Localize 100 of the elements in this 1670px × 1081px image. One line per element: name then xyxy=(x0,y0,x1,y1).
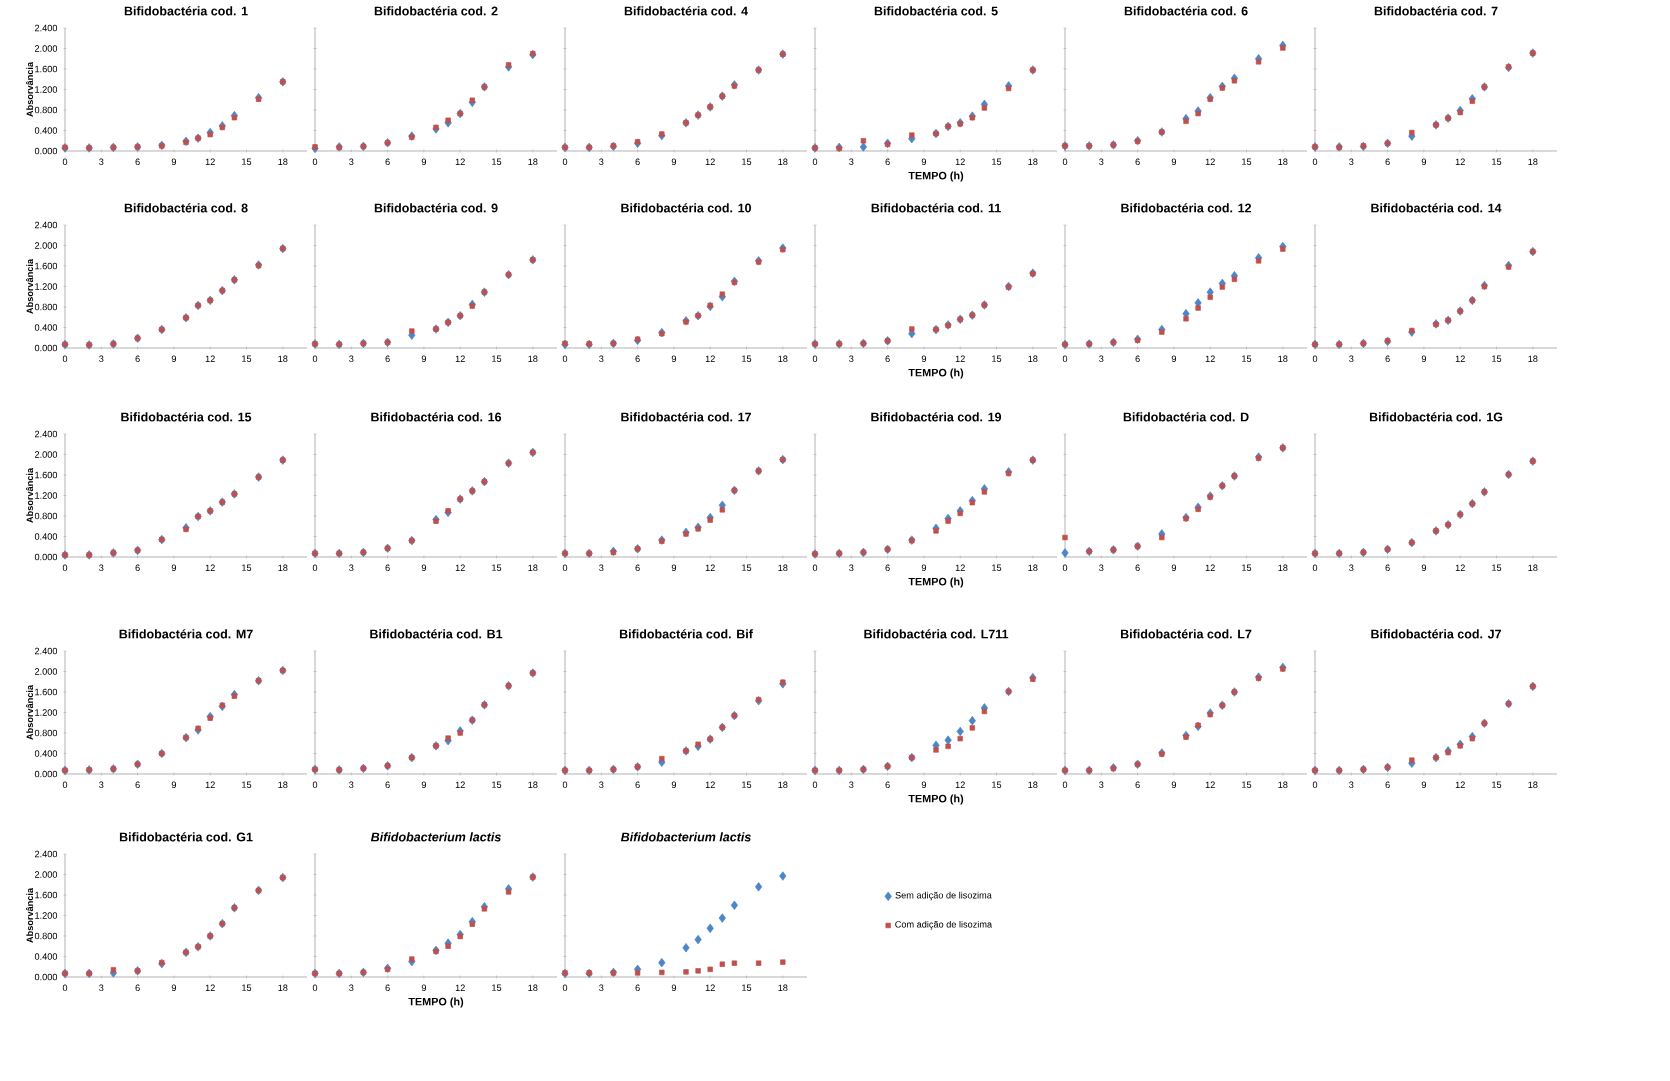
x-tick-label: 3 xyxy=(1349,564,1354,572)
x-tick-label: 15 xyxy=(1242,158,1252,165)
y-tick-label: 0.400 xyxy=(34,127,58,134)
x-tick-label: 9 xyxy=(671,984,677,992)
x-tick-label: 0 xyxy=(312,984,318,992)
x-tick-label: 0 xyxy=(1312,564,1318,572)
x-tick-label: 6 xyxy=(1385,564,1390,572)
x-tick-label: 3 xyxy=(99,158,104,166)
x-tick-label: 15 xyxy=(492,158,502,165)
x-tick-label: 12 xyxy=(455,984,465,991)
y-tick-label: 0.800 xyxy=(34,729,58,737)
x-tick-label: 12 xyxy=(955,355,965,362)
x-tick-label: 18 xyxy=(1028,158,1038,166)
x-tick-label: 6 xyxy=(385,564,390,572)
x-tick-label: 3 xyxy=(849,355,854,363)
chart-title: Bifidobactéria cod. 10 xyxy=(621,203,752,213)
x-tick-label: 0 xyxy=(312,781,318,789)
chart-title: Bifidobacterium lactis xyxy=(620,832,751,842)
x-tick-label: 3 xyxy=(99,984,104,992)
x-tick-label: 9 xyxy=(1171,564,1177,572)
x-tick-label: 15 xyxy=(242,564,252,571)
x-tick-label: 18 xyxy=(278,564,288,572)
x-tick-label: 3 xyxy=(349,984,354,992)
x-tick-label: 3 xyxy=(349,355,354,363)
x-tick-label: 0 xyxy=(1312,158,1318,166)
x-tick-label: 0 xyxy=(1312,781,1318,789)
x-tick-label: 12 xyxy=(705,158,715,165)
x-tick-label: 18 xyxy=(1028,564,1038,572)
x-tick-label: 0 xyxy=(562,781,568,789)
x-tick-label: 15 xyxy=(1492,355,1502,362)
x-tick-label: 18 xyxy=(528,158,538,166)
x-tick-label: 3 xyxy=(99,355,104,363)
x-tick-label: 18 xyxy=(278,984,288,992)
x-tick-label: 3 xyxy=(849,158,854,166)
x-tick-label: 18 xyxy=(1528,781,1538,789)
x-tick-label: 9 xyxy=(421,355,427,363)
x-tick-label: 9 xyxy=(1421,158,1427,166)
x-tick-label: 18 xyxy=(778,984,788,992)
y-tick-label: 1.600 xyxy=(35,65,58,73)
x-tick-label: 9 xyxy=(421,984,427,992)
y-tick-label: 1.200 xyxy=(35,709,58,716)
x-tick-label: 9 xyxy=(1171,781,1177,789)
x-tick-label: 12 xyxy=(205,158,215,165)
chart-title: Bifidobactéria cod. M7 xyxy=(119,629,253,639)
chart-title: Bifidobactéria cod. L711 xyxy=(864,629,1009,639)
x-tick-label: 15 xyxy=(492,355,502,362)
x-tick-label: 15 xyxy=(492,564,502,571)
x-tick-label: 12 xyxy=(1205,781,1215,788)
x-tick-label: 15 xyxy=(242,355,252,362)
x-tick-label: 18 xyxy=(1278,355,1288,363)
x-tick-label: 9 xyxy=(671,781,677,789)
x-tick-label: 15 xyxy=(742,564,752,571)
y-tick-label: 1.200 xyxy=(35,912,58,919)
x-tick-label: 9 xyxy=(421,158,427,166)
x-tick-label: 15 xyxy=(742,158,752,165)
x-tick-label: 12 xyxy=(1455,158,1465,165)
x-tick-label: 15 xyxy=(492,781,502,788)
x-tick-label: 18 xyxy=(1528,564,1538,572)
x-tick-label: 12 xyxy=(205,355,215,362)
y-tick-label: 2.000 xyxy=(34,668,58,675)
x-tick-label: 18 xyxy=(778,564,788,572)
x-tick-label: 15 xyxy=(242,781,252,788)
x-tick-label: 9 xyxy=(1171,158,1177,166)
y-tick-label: 0.400 xyxy=(34,324,58,331)
y-axis-title: Absorvância xyxy=(26,258,34,314)
x-tick-label: 0 xyxy=(562,158,568,166)
y-tick-label: 0.400 xyxy=(34,750,58,757)
x-tick-label: 12 xyxy=(955,781,965,788)
chart-title: Bifidobactéria cod. 19 xyxy=(871,412,1002,422)
x-tick-label: 18 xyxy=(278,355,288,363)
x-tick-label: 0 xyxy=(1062,781,1068,789)
x-tick-label: 3 xyxy=(99,781,104,789)
x-tick-label: 12 xyxy=(1205,564,1215,571)
y-tick-label: 2.400 xyxy=(34,221,58,229)
y-tick-label: 0.800 xyxy=(34,106,58,114)
x-tick-label: 12 xyxy=(705,781,715,788)
x-tick-label: 12 xyxy=(955,158,965,165)
x-tick-label: 15 xyxy=(1242,781,1252,788)
x-tick-label: 3 xyxy=(849,781,854,789)
x-tick-label: 0 xyxy=(562,984,568,992)
x-tick-label: 18 xyxy=(278,781,288,789)
x-tick-label: 3 xyxy=(349,781,354,789)
x-tick-label: 12 xyxy=(705,984,715,991)
x-tick-label: 6 xyxy=(1385,781,1390,789)
chart-title: Bifidobactéria cod. Bif xyxy=(619,629,753,639)
y-tick-label: 0.800 xyxy=(34,932,58,940)
x-tick-label: 9 xyxy=(1421,355,1427,363)
x-tick-label: 3 xyxy=(1099,355,1104,363)
x-tick-label: 15 xyxy=(1242,355,1252,362)
y-tick-label: 1.600 xyxy=(35,471,58,479)
x-tick-label: 3 xyxy=(1349,355,1354,363)
x-tick-label: 9 xyxy=(171,158,177,166)
x-tick-label: 9 xyxy=(171,781,177,789)
x-tick-label: 3 xyxy=(849,564,854,572)
chart-title: Bifidobactéria cod. 9 xyxy=(374,203,498,213)
chart-title: Bifidobactéria cod. D xyxy=(1123,412,1249,422)
x-tick-label: 15 xyxy=(992,781,1002,788)
x-axis-title: TEMPO (h) xyxy=(908,171,964,182)
x-tick-label: 9 xyxy=(671,564,677,572)
x-tick-label: 0 xyxy=(62,984,68,992)
